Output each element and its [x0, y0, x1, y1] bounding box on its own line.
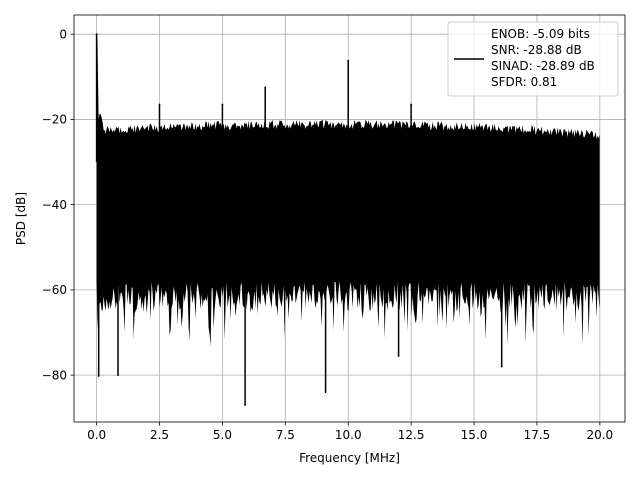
x-tick-label: 15.0: [461, 428, 488, 442]
null-point: [397, 355, 400, 357]
x-tick-label: 5.0: [213, 428, 232, 442]
null-point: [97, 375, 100, 377]
y-tick-label: −20: [42, 113, 67, 127]
spur-point: [410, 103, 413, 106]
spur-point: [347, 59, 350, 62]
y-axis-ticks: 0 −20 −40 −60 −80: [42, 27, 74, 382]
spur-point: [264, 86, 267, 89]
y-tick-label: 0: [59, 27, 67, 41]
legend-box: [447, 21, 619, 97]
x-tick-label: 2.5: [150, 428, 169, 442]
x-axis-label: Frequency [MHz]: [299, 451, 400, 465]
y-tick-label: −80: [42, 368, 67, 382]
x-tick-label: 20.0: [586, 428, 613, 442]
y-axis-label: PSD [dB]: [14, 192, 28, 245]
legend-entry-enob: ENOB: -5.09 bits: [491, 27, 590, 41]
null-point: [117, 374, 119, 377]
y-tick-label: −40: [42, 198, 67, 212]
legend-entry-sfdr: SFDR: 0.81: [491, 75, 557, 89]
legend: ENOB: -5.09 bits SNR: -28.88 dB SINAD: -…: [447, 21, 619, 97]
x-tick-label: 17.5: [524, 428, 551, 442]
plot-frame: [73, 14, 626, 423]
series-spikes: [95, 34, 503, 405]
legend-entry-sinad: SINAD: -28.89 dB: [491, 59, 595, 73]
series-layer: [95, 33, 600, 406]
spur-point: [158, 103, 161, 106]
x-tick-label: 0.0: [87, 428, 106, 442]
null-point: [244, 404, 246, 406]
x-tick-label: 12.5: [398, 428, 425, 442]
spur-point: [95, 33, 98, 36]
y-tick-label: −60: [42, 283, 67, 297]
x-tick-label: 7.5: [276, 428, 295, 442]
x-axis-ticks: 0.0 2.5 5.0 7.5 10.0 12.5 15.0 17.5 20.0: [87, 422, 613, 442]
null-point: [500, 365, 503, 368]
legend-entry-snr: SNR: -28.88 dB: [491, 43, 582, 57]
x-tick-label: 10.0: [335, 428, 362, 442]
null-point: [324, 391, 327, 394]
spur-point: [221, 103, 224, 106]
series-noise-band: [96, 113, 600, 347]
